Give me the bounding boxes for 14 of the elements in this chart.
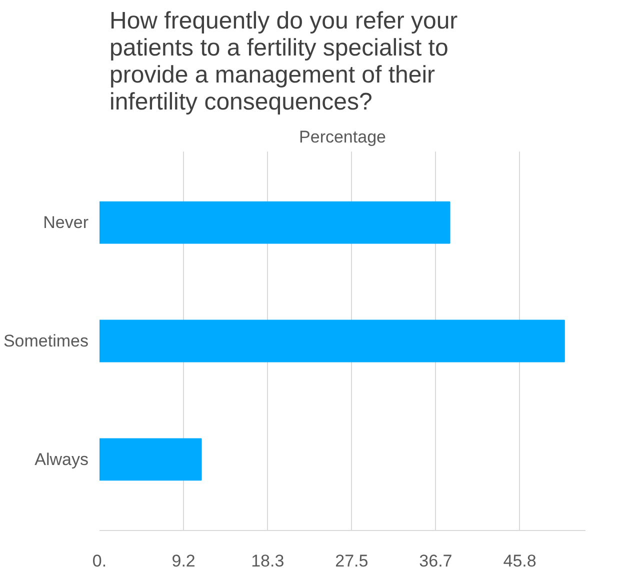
x-tick-label: 0. [92, 552, 107, 570]
x-tick-label: 36.7 [419, 552, 452, 570]
bar [100, 438, 202, 481]
x-axis-title: Percentage [299, 128, 386, 146]
x-tick-label: 45.8 [503, 552, 536, 570]
y-tick-label: Never [43, 213, 89, 232]
y-tick-label: Always [34, 450, 89, 469]
x-tick-label: 18.3 [251, 552, 284, 570]
x-tick-label: 27.5 [335, 552, 368, 570]
y-tick-label: Sometimes [3, 332, 89, 350]
chart-title: How frequently do you refer your patients to a fertility specialist to provide a management of their infertility consequences? [110, 8, 458, 116]
bar [100, 320, 565, 362]
bar [100, 201, 450, 244]
x-tick-label: 9.2 [172, 552, 196, 570]
